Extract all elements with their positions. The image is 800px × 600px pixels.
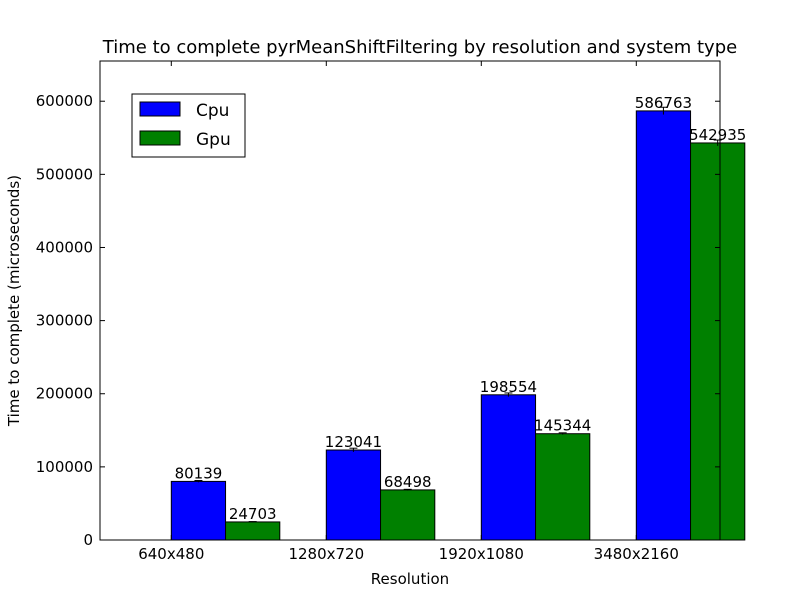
x-tick-label-640x480: 640x480: [138, 545, 204, 563]
bar-cpu-3480x2160: [635, 110, 692, 541]
y-tick-label: 200000: [36, 385, 93, 403]
y-axis-label: Time to complete (microseconds): [5, 175, 23, 427]
y-tick-label: 300000: [36, 312, 93, 330]
data-label-cpu-3480x2160: 586763: [635, 94, 692, 112]
data-label-gpu-1280x720: 68498: [384, 473, 432, 491]
bar-gpu-640x480: [225, 521, 281, 541]
data-label-gpu-3480x2160: 542935: [689, 126, 746, 144]
x-tick-label-1280x720: 1280x720: [288, 545, 364, 563]
data-label-gpu-1920x1080: 145344: [534, 417, 591, 435]
data-label-cpu-640x480: 80139: [175, 464, 223, 482]
bar-gpu-1280x720: [380, 489, 436, 541]
y-tick-label: 400000: [36, 238, 93, 256]
bar-gpu-1920x1080: [535, 433, 591, 541]
x-tick-label-1920x1080: 1920x1080: [439, 545, 524, 563]
bar-cpu-1280x720: [325, 449, 382, 541]
chart-title: Time to complete pyrMeanShiftFiltering b…: [102, 37, 737, 58]
legend-label-cpu: Cpu: [196, 101, 229, 121]
legend-swatch-cpu: [139, 101, 181, 117]
y-tick-label: 500000: [36, 165, 93, 183]
legend: Cpu Gpu: [131, 93, 246, 158]
y-tick-label: 600000: [36, 92, 93, 110]
data-label-gpu-640x480: 24703: [229, 505, 277, 523]
y-tick-label: 100000: [36, 458, 93, 476]
bars-group: 80139 123041 198554 586763 24703 68498 145344 5…: [170, 94, 746, 541]
legend-label-gpu: Gpu: [196, 130, 231, 150]
bar-cpu-640x480: [170, 480, 227, 541]
data-label-cpu-1280x720: 123041: [325, 433, 382, 451]
bar-gpu-3480x2160: [690, 142, 746, 541]
axes-group: 0 100000 200000 300000 400000 500000 600000 640…: [36, 60, 721, 563]
x-tick-label-3480x2160: 3480x2160: [594, 545, 679, 563]
data-label-cpu-1920x1080: 198554: [480, 378, 537, 396]
bar-cpu-1920x1080: [480, 394, 537, 541]
plot-frame: [99, 60, 721, 541]
x-axis-label: Resolution: [371, 570, 449, 588]
legend-swatch-gpu: [139, 130, 181, 146]
y-tick-label: 0: [83, 531, 93, 549]
